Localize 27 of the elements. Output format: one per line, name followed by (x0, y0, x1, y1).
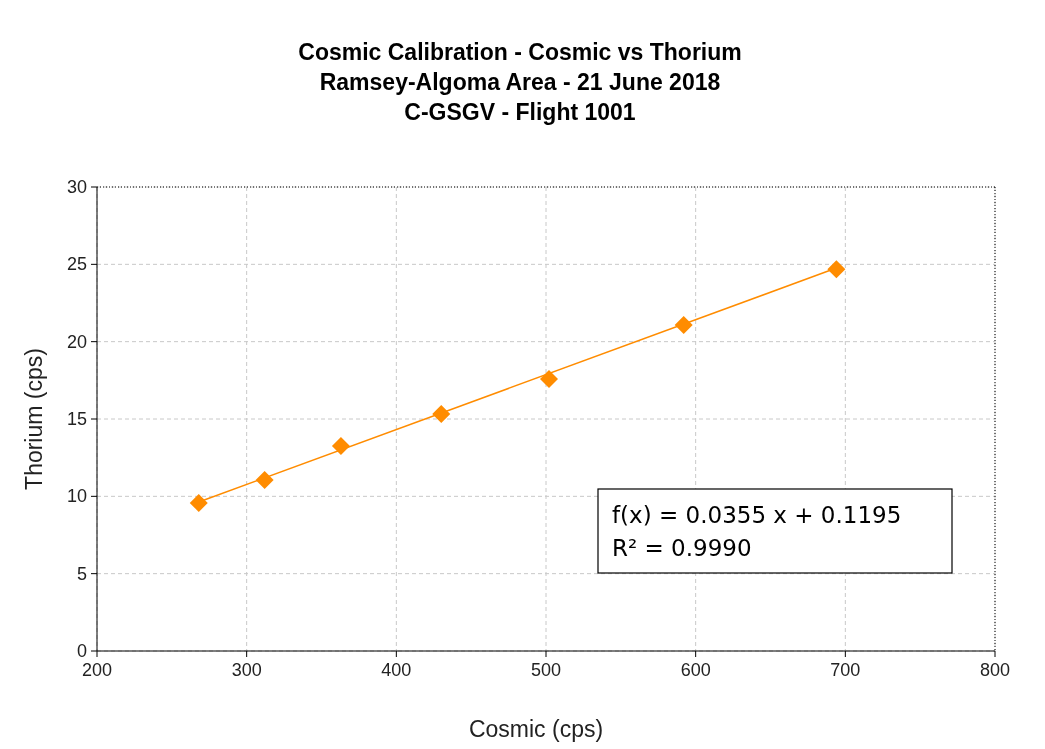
x-tick-label: 400 (381, 660, 412, 680)
x-tick-label: 600 (680, 660, 711, 680)
x-axis-title: Cosmic (cps) (468, 716, 604, 742)
y-tick-label: 5 (76, 563, 87, 584)
point (331, 437, 350, 456)
point (189, 493, 208, 512)
x-tick-label: 200 (81, 660, 113, 680)
x-tick-label: 500 (530, 660, 562, 680)
chart-subtitle: Ramsey-Algoma Area - 21 June 2018 C-GSGV - Flight 1001 (319, 69, 721, 125)
point (827, 260, 846, 279)
x-tick-label: 800 (979, 660, 1011, 680)
x-tick-label: 300 (231, 660, 262, 680)
y-tick-label: 10 (66, 486, 87, 507)
y-tick-label: 0 (76, 641, 87, 661)
chart-title: Cosmic Calibration - Cosmic vs Thorium (298, 39, 742, 65)
point (432, 405, 451, 424)
y-axis-title: Thorium (cps) (21, 348, 47, 490)
y-tick-label: 30 (66, 177, 87, 197)
point (539, 370, 558, 389)
annotation: R² = 0.9990 (612, 535, 752, 561)
point (255, 471, 274, 490)
point (674, 316, 693, 335)
y-tick-label: 25 (66, 254, 87, 275)
x-tick-label: 700 (830, 660, 861, 680)
y-tick-label: 15 (66, 409, 87, 429)
y-tick-label: 20 (66, 331, 87, 352)
annotation: f(x) = 0.0355 x + 0.1195 (612, 502, 902, 528)
